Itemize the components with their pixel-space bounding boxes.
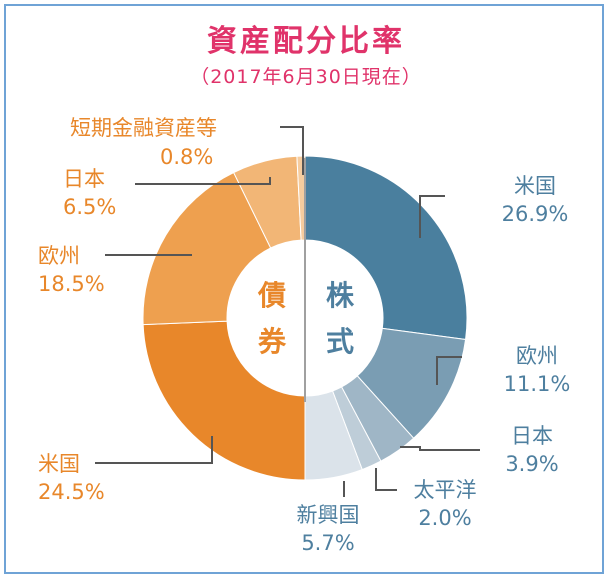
pie-slice xyxy=(142,320,306,481)
leader-line xyxy=(375,468,397,491)
center-label-bond: 券 xyxy=(258,325,287,358)
slice-name-label: 欧州 xyxy=(38,244,80,268)
slice-name-label: 日本 xyxy=(511,424,553,448)
slice-name-label: 新興国 xyxy=(297,503,360,527)
slice-value-label: 24.5% xyxy=(38,480,105,504)
center-label-stock: 式 xyxy=(326,325,354,358)
leader-line xyxy=(135,177,271,185)
slice-value-label: 6.5% xyxy=(63,195,116,219)
slice-name-label: 太平洋 xyxy=(414,478,477,502)
leader-line xyxy=(436,356,462,385)
center-label-bond: 債 xyxy=(257,279,286,312)
slice-name-label: 欧州 xyxy=(516,344,558,368)
slice-value-label: 18.5% xyxy=(38,272,105,296)
slice-value-label: 2.0% xyxy=(418,506,471,530)
center-label-stock: 株 xyxy=(326,279,355,312)
slice-name-label: 日本 xyxy=(63,167,105,191)
slice-value-label: 26.9% xyxy=(502,202,569,226)
slice-value-label: 3.9% xyxy=(505,452,558,476)
slice-name-label: 短期金融資産等 xyxy=(70,116,217,140)
chart-title: 資産配分比率 xyxy=(207,24,405,59)
slice-name-label: 米国 xyxy=(38,452,80,476)
chart-subtitle: （2017年6月30日現在） xyxy=(190,66,422,88)
slice-value-label: 0.8% xyxy=(160,145,213,169)
leader-line xyxy=(280,126,304,175)
slice-name-label: 米国 xyxy=(514,174,556,198)
leader-line xyxy=(400,446,480,451)
pie-slice xyxy=(142,171,272,326)
pie-slice xyxy=(304,155,468,341)
leader-line xyxy=(419,195,445,238)
slice-value-label: 11.1% xyxy=(504,372,571,396)
leader-line xyxy=(95,436,213,464)
slice-value-label: 5.7% xyxy=(301,531,354,555)
